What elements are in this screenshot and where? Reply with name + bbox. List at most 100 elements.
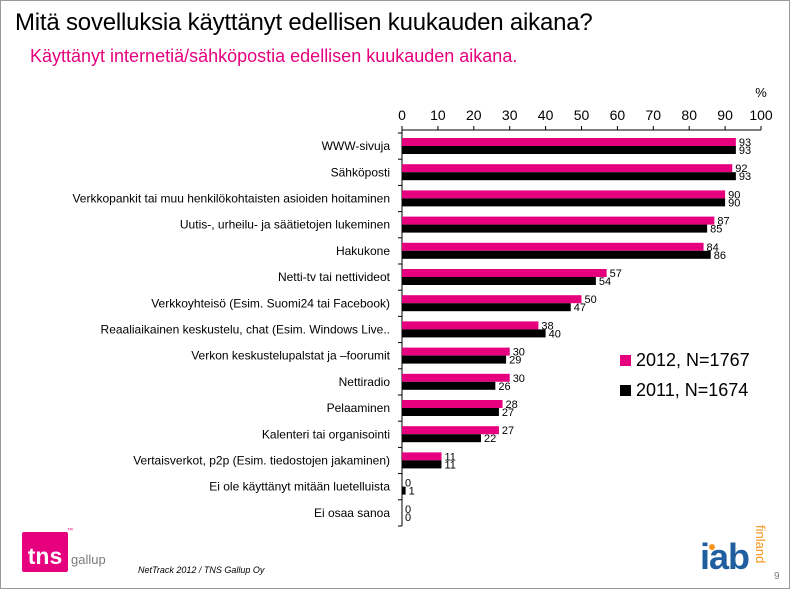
bar-2012 bbox=[402, 269, 607, 277]
bar-2011 bbox=[402, 303, 571, 312]
bar-2011 bbox=[402, 381, 496, 390]
x-tick-label: 30 bbox=[502, 107, 518, 123]
data-label-2012: 50 bbox=[585, 294, 597, 306]
legend-label-2011: 2011, N=1674 bbox=[636, 379, 749, 400]
x-tick-label: 60 bbox=[610, 107, 626, 123]
category-label: Uutis-, urheilu- ja säätietojen lukemine… bbox=[180, 218, 390, 232]
bar-2011 bbox=[402, 198, 726, 207]
data-label-2011: 85 bbox=[710, 224, 722, 236]
bar-2012 bbox=[402, 216, 715, 225]
category-label: Hakukone bbox=[336, 244, 390, 258]
data-label-2012: 0 bbox=[405, 504, 411, 516]
data-label-2011: 54 bbox=[599, 276, 611, 288]
iab-finland-logo: iab finland bbox=[700, 519, 768, 581]
data-label-2012: 93 bbox=[739, 137, 751, 149]
bar-2012 bbox=[402, 138, 736, 146]
data-label-2011: 1 bbox=[409, 486, 415, 498]
bar-2012 bbox=[402, 321, 539, 330]
bar-2012 bbox=[402, 400, 503, 408]
legend-swatch-2011 bbox=[620, 384, 631, 396]
category-label: Netti-tv tai nettivideot bbox=[278, 270, 391, 284]
data-label-2012: 38 bbox=[541, 320, 553, 332]
page-title: Mitä sovelluksia käyttänyt edellisen kuu… bbox=[15, 9, 593, 36]
bar-2011 bbox=[402, 329, 546, 338]
tns-trademark: ™ bbox=[67, 528, 73, 534]
legend-item-2012: 2012, N=1767 bbox=[620, 345, 750, 375]
data-label-2012: 30 bbox=[513, 373, 525, 385]
bar-2011 bbox=[402, 355, 507, 364]
category-label: Nettiradio bbox=[339, 375, 391, 389]
x-tick-label: 90 bbox=[717, 107, 733, 123]
bar-2011 bbox=[402, 146, 736, 154]
category-label: Ei osaa sanoa bbox=[314, 506, 390, 520]
data-label-2011: 86 bbox=[714, 250, 726, 262]
bar-2011 bbox=[402, 250, 711, 259]
x-tick-label: 100 bbox=[749, 107, 773, 123]
x-tick-label: 50 bbox=[574, 107, 590, 123]
bar-2012 bbox=[402, 164, 733, 173]
chart-legend: 2012, N=1767 2011, N=1674 bbox=[620, 345, 750, 405]
data-label-2012: 57 bbox=[610, 268, 622, 280]
page-subtitle: Käyttänyt internetiä/sähköpostia edellis… bbox=[30, 46, 518, 66]
data-label-2011: 93 bbox=[739, 171, 751, 183]
x-tick-label: 70 bbox=[646, 107, 662, 123]
tns-logo-mark: tns bbox=[22, 532, 68, 572]
tns-gallup-text: gallup bbox=[71, 552, 106, 567]
bar-2011 bbox=[402, 434, 481, 443]
data-label-2011: 47 bbox=[574, 302, 586, 314]
bar-2011 bbox=[402, 172, 736, 181]
legend-item-2011: 2011, N=1674 bbox=[620, 375, 750, 405]
bar-2012 bbox=[402, 242, 704, 251]
x-unit-label: % bbox=[755, 85, 767, 100]
category-label: Pelaaminen bbox=[327, 401, 390, 415]
data-label-2012: 90 bbox=[728, 189, 740, 201]
iab-logo-dot bbox=[709, 544, 715, 550]
category-label: Ei ole käyttänyt mitään luetelluista bbox=[209, 480, 390, 494]
category-label: Vertaisverkot, p2p (Esim. tiedostojen ja… bbox=[133, 454, 390, 468]
category-label: WWW-sivuja bbox=[322, 139, 391, 153]
category-label: Verkkopankit tai muu henkilökohtaisten a… bbox=[72, 192, 390, 206]
bar-2012 bbox=[402, 426, 499, 435]
category-label: Kalenteri tai organisointi bbox=[262, 427, 390, 441]
iab-logo-text: iab bbox=[700, 536, 750, 577]
data-label-2012: 27 bbox=[502, 425, 514, 437]
data-label-2011: 93 bbox=[739, 145, 751, 157]
data-label-2012: 30 bbox=[513, 347, 525, 359]
bar-2011 bbox=[402, 224, 708, 233]
data-label-2011: 27 bbox=[502, 407, 514, 419]
data-label-2011: 0 bbox=[405, 512, 411, 524]
data-label-2011: 90 bbox=[728, 197, 740, 209]
iab-finland-text: finland bbox=[753, 525, 768, 564]
bar-2011 bbox=[402, 277, 596, 285]
legend-label-2012: 2012, N=1767 bbox=[636, 349, 750, 370]
category-label: Sähköposti bbox=[331, 165, 390, 179]
bar-2011 bbox=[402, 460, 442, 469]
data-label-2011: 11 bbox=[444, 459, 455, 471]
x-tick-label: 80 bbox=[681, 107, 697, 123]
bar-2011 bbox=[402, 408, 499, 416]
category-label: Verkkoyhteisö (Esim. Suomi24 tai Faceboo… bbox=[151, 296, 390, 310]
bar-2012 bbox=[402, 190, 726, 199]
data-label-2012: 0 bbox=[405, 478, 411, 490]
bar-2012 bbox=[402, 452, 442, 461]
source-note: NetTrack 2012 / TNS Gallup Oy bbox=[138, 565, 265, 575]
legend-swatch-2012 bbox=[620, 354, 631, 366]
data-label-2012: 84 bbox=[707, 242, 719, 254]
x-tick-label: 20 bbox=[466, 107, 482, 123]
x-tick-label: 10 bbox=[430, 107, 446, 123]
x-tick-label: 40 bbox=[538, 107, 554, 123]
bar-2012 bbox=[402, 373, 510, 382]
bar-2012 bbox=[402, 347, 510, 356]
data-label-2012: 87 bbox=[717, 216, 729, 228]
bar-2012 bbox=[402, 295, 582, 304]
data-label-2012: 28 bbox=[506, 399, 518, 411]
data-label-2011: 26 bbox=[498, 381, 510, 393]
category-label: Reaaliaikainen keskustelu, chat (Esim. W… bbox=[101, 323, 390, 337]
data-label-2011: 29 bbox=[509, 355, 521, 367]
data-label-2011: 22 bbox=[484, 433, 496, 445]
data-label-2011: 40 bbox=[549, 328, 561, 340]
page-number: 9 bbox=[774, 571, 780, 582]
category-label: Verkon keskustelupalstat ja –foorumit bbox=[191, 349, 390, 363]
bar-2011 bbox=[402, 486, 406, 495]
